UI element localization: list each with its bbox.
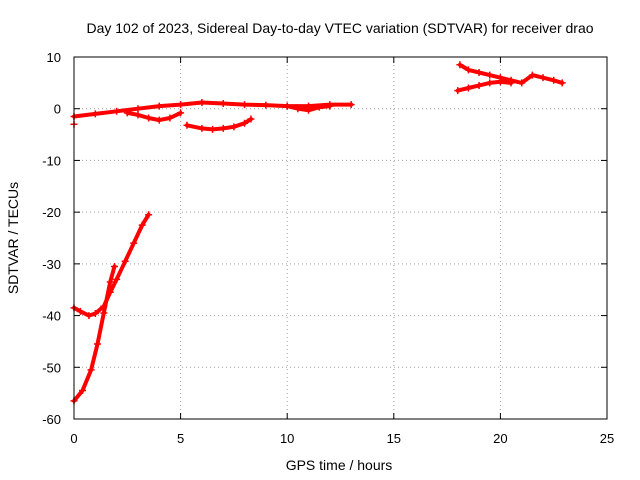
y-tick-label: 10 xyxy=(47,50,61,65)
data-point xyxy=(496,78,504,86)
data-point xyxy=(76,307,84,315)
data-point xyxy=(454,87,462,95)
data-point xyxy=(198,124,206,132)
data-point xyxy=(247,115,255,123)
data-point xyxy=(100,309,108,317)
data-point xyxy=(230,123,238,131)
data-point xyxy=(134,111,142,119)
data-point xyxy=(113,275,121,283)
series-track-a-lower-rising xyxy=(70,262,119,405)
x-tick-label: 25 xyxy=(600,431,614,446)
data-point xyxy=(464,66,472,74)
data-point xyxy=(106,278,114,286)
data-point xyxy=(262,101,270,109)
data-point xyxy=(558,79,566,87)
x-tick-label: 15 xyxy=(387,431,401,446)
y-tick-label: -50 xyxy=(42,360,61,375)
data-point xyxy=(113,107,121,115)
data-point xyxy=(177,109,185,117)
data-point xyxy=(87,366,95,374)
data-point xyxy=(85,312,93,320)
plot-frame xyxy=(73,56,608,420)
data-point xyxy=(111,262,119,270)
y-tick-label: -30 xyxy=(42,257,61,272)
chart-title: Day 102 of 2023, Sidereal Day-to-day VTE… xyxy=(86,20,593,36)
series-line xyxy=(72,212,151,318)
y-tick-label: -60 xyxy=(42,412,61,427)
data-point xyxy=(183,121,191,129)
data-point xyxy=(155,102,163,110)
x-axis-label: GPS time / hours xyxy=(286,457,393,473)
data-point xyxy=(93,340,101,348)
data-point xyxy=(209,125,217,133)
data-point xyxy=(326,102,334,110)
x-tick-label: 5 xyxy=(177,431,184,446)
x-tick-label: 0 xyxy=(70,431,77,446)
data-point xyxy=(79,387,87,395)
data-point xyxy=(539,74,547,82)
data-point xyxy=(123,109,131,117)
data-point xyxy=(518,79,526,87)
data-point xyxy=(130,239,138,247)
data-point xyxy=(241,101,249,109)
data-point xyxy=(507,79,515,87)
data-point xyxy=(166,114,174,122)
series-track-b-dip xyxy=(123,109,185,124)
data-series xyxy=(70,61,566,405)
series-line xyxy=(72,100,354,119)
series-line xyxy=(72,264,117,403)
data-point xyxy=(134,105,142,113)
x-tick-label: 20 xyxy=(493,431,507,446)
data-point xyxy=(241,119,249,127)
series-track-a-upper-rising xyxy=(70,211,153,320)
series-line xyxy=(185,117,253,132)
data-point xyxy=(91,110,99,118)
data-point xyxy=(145,211,153,219)
y-tick-label: -40 xyxy=(42,309,61,324)
data-point xyxy=(347,101,355,109)
data-point xyxy=(198,99,206,107)
series-track-b-lower xyxy=(183,115,255,133)
data-point xyxy=(177,101,185,109)
y-tick-label: 0 xyxy=(54,102,61,117)
y-tick-label: -10 xyxy=(42,153,61,168)
x-tick-label: 10 xyxy=(280,431,294,446)
data-point xyxy=(121,257,129,265)
data-point xyxy=(464,84,472,92)
data-point xyxy=(475,81,483,89)
data-point xyxy=(475,69,483,77)
data-point xyxy=(315,103,323,111)
data-point xyxy=(155,116,163,124)
data-point xyxy=(91,310,99,318)
series-track-c-lower xyxy=(454,78,515,95)
data-point xyxy=(219,100,227,108)
data-point xyxy=(294,105,302,113)
y-axis-label: SDTVAR / TECUs xyxy=(5,182,21,294)
series-line xyxy=(455,79,514,93)
data-point xyxy=(528,71,536,79)
data-point xyxy=(138,221,146,229)
y-tick-label: -20 xyxy=(42,205,61,220)
data-point xyxy=(486,71,494,79)
data-point xyxy=(145,114,153,122)
data-point xyxy=(550,76,558,84)
data-point xyxy=(456,61,464,69)
data-point xyxy=(283,102,291,110)
data-point xyxy=(305,106,313,114)
data-point xyxy=(486,79,494,87)
grid xyxy=(74,57,607,419)
series-line xyxy=(125,110,183,123)
series-track-b-small xyxy=(283,102,334,114)
data-point xyxy=(219,124,227,132)
series-track-b-main xyxy=(70,99,355,120)
